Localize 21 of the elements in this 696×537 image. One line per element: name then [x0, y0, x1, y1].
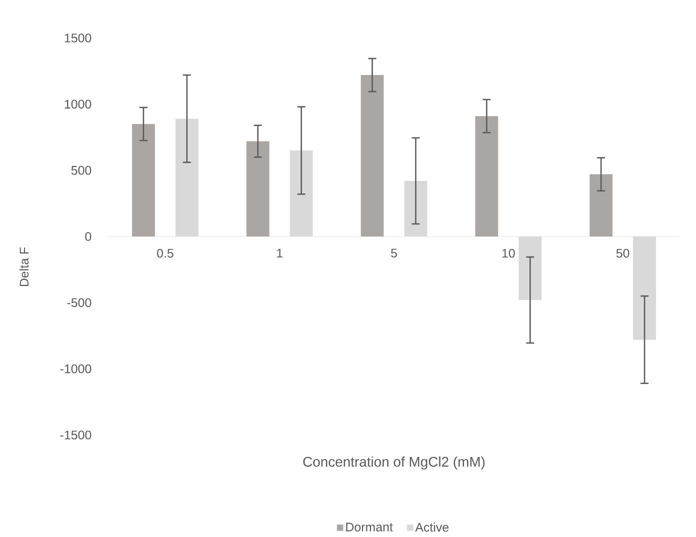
- x-tick-label: 10: [502, 248, 515, 258]
- x-tick-label: 5: [391, 248, 397, 258]
- bar: [475, 116, 498, 236]
- x-tick-label: 1: [277, 248, 282, 258]
- y-tick-label: -500: [67, 298, 92, 307]
- bar: [590, 174, 613, 236]
- y-tick-label: 500: [71, 166, 92, 175]
- y-tick-label: 1000: [64, 100, 92, 108]
- bar: [246, 141, 270, 236]
- legend-label: Active: [415, 522, 449, 532]
- y-tick-label: -1000: [60, 364, 92, 374]
- y-tick-label: 1500: [64, 33, 92, 42]
- x-tick-label: 0.5: [157, 248, 174, 258]
- legend-label: Dormant: [346, 522, 393, 532]
- x-tick-label: 50: [616, 248, 630, 258]
- bar: [360, 74, 384, 236]
- y-tick-label: -1500: [60, 430, 92, 440]
- y-tick-label: 0: [85, 232, 92, 241]
- x-axis-title: Concentration of MgCl2 (mM): [303, 456, 485, 470]
- y-axis-title: Delta F: [19, 247, 29, 286]
- bar: [132, 124, 155, 236]
